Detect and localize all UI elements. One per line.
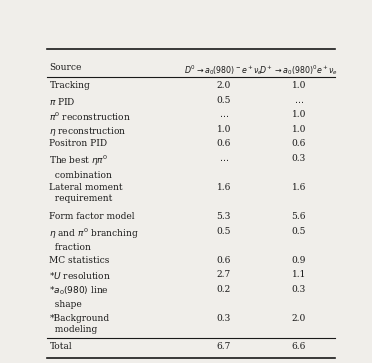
Text: Form factor model: Form factor model: [49, 212, 135, 221]
Text: *Background
  modeling: *Background modeling: [49, 314, 109, 334]
Text: $\cdots$: $\cdots$: [219, 110, 229, 119]
Text: Tracking: Tracking: [49, 81, 90, 90]
Text: 1.0: 1.0: [292, 110, 306, 119]
Text: 0.9: 0.9: [292, 256, 306, 265]
Text: $\cdots$: $\cdots$: [219, 154, 229, 163]
Text: 2.0: 2.0: [292, 314, 306, 323]
Text: The best $\eta\pi^0$
  combination: The best $\eta\pi^0$ combination: [49, 154, 112, 180]
Text: $\eta$ reconstruction: $\eta$ reconstruction: [49, 125, 127, 138]
Text: 2.0: 2.0: [217, 81, 231, 90]
Text: Lateral moment
  requirement: Lateral moment requirement: [49, 183, 123, 204]
Text: 1.0: 1.0: [292, 81, 306, 90]
Text: 1.0: 1.0: [217, 125, 231, 134]
Text: 0.5: 0.5: [292, 227, 306, 236]
Text: 0.6: 0.6: [292, 139, 306, 148]
Text: 6.7: 6.7: [217, 342, 231, 351]
Text: 0.5: 0.5: [217, 96, 231, 105]
Text: 0.5: 0.5: [217, 227, 231, 236]
Text: 1.6: 1.6: [217, 183, 231, 192]
Text: 5.3: 5.3: [217, 212, 231, 221]
Text: 0.3: 0.3: [292, 154, 306, 163]
Text: 1.6: 1.6: [292, 183, 306, 192]
Text: Source: Source: [49, 63, 82, 72]
Text: $\cdots$: $\cdots$: [294, 96, 304, 105]
Text: $*a_0(980)$ line
  shape: $*a_0(980)$ line shape: [49, 285, 109, 309]
Text: $\eta$ and $\pi^0$ branching
  fraction: $\eta$ and $\pi^0$ branching fraction: [49, 227, 139, 253]
Text: Positron PID: Positron PID: [49, 139, 108, 148]
Text: 1.1: 1.1: [292, 270, 306, 279]
Text: $*U$ resolution: $*U$ resolution: [49, 270, 111, 281]
Text: 6.6: 6.6: [292, 342, 306, 351]
Text: 0.2: 0.2: [217, 285, 231, 294]
Text: $D^0 \rightarrow a_0(980)^-e^+\nu_e$: $D^0 \rightarrow a_0(980)^-e^+\nu_e$: [185, 63, 263, 77]
Text: 2.7: 2.7: [217, 270, 231, 279]
Text: 0.3: 0.3: [217, 314, 231, 323]
Text: 1.0: 1.0: [292, 125, 306, 134]
Text: $\pi$ PID: $\pi$ PID: [49, 96, 76, 107]
Text: MC statistics: MC statistics: [49, 256, 110, 265]
Text: 5.6: 5.6: [292, 212, 306, 221]
Text: 0.6: 0.6: [217, 139, 231, 148]
Text: Total: Total: [49, 342, 72, 351]
Text: 0.6: 0.6: [217, 256, 231, 265]
Text: $D^+ \rightarrow a_0(980)^0e^+\nu_e$: $D^+ \rightarrow a_0(980)^0e^+\nu_e$: [259, 63, 338, 77]
Text: $\pi^0$ reconstruction: $\pi^0$ reconstruction: [49, 110, 131, 123]
Text: 0.3: 0.3: [292, 285, 306, 294]
